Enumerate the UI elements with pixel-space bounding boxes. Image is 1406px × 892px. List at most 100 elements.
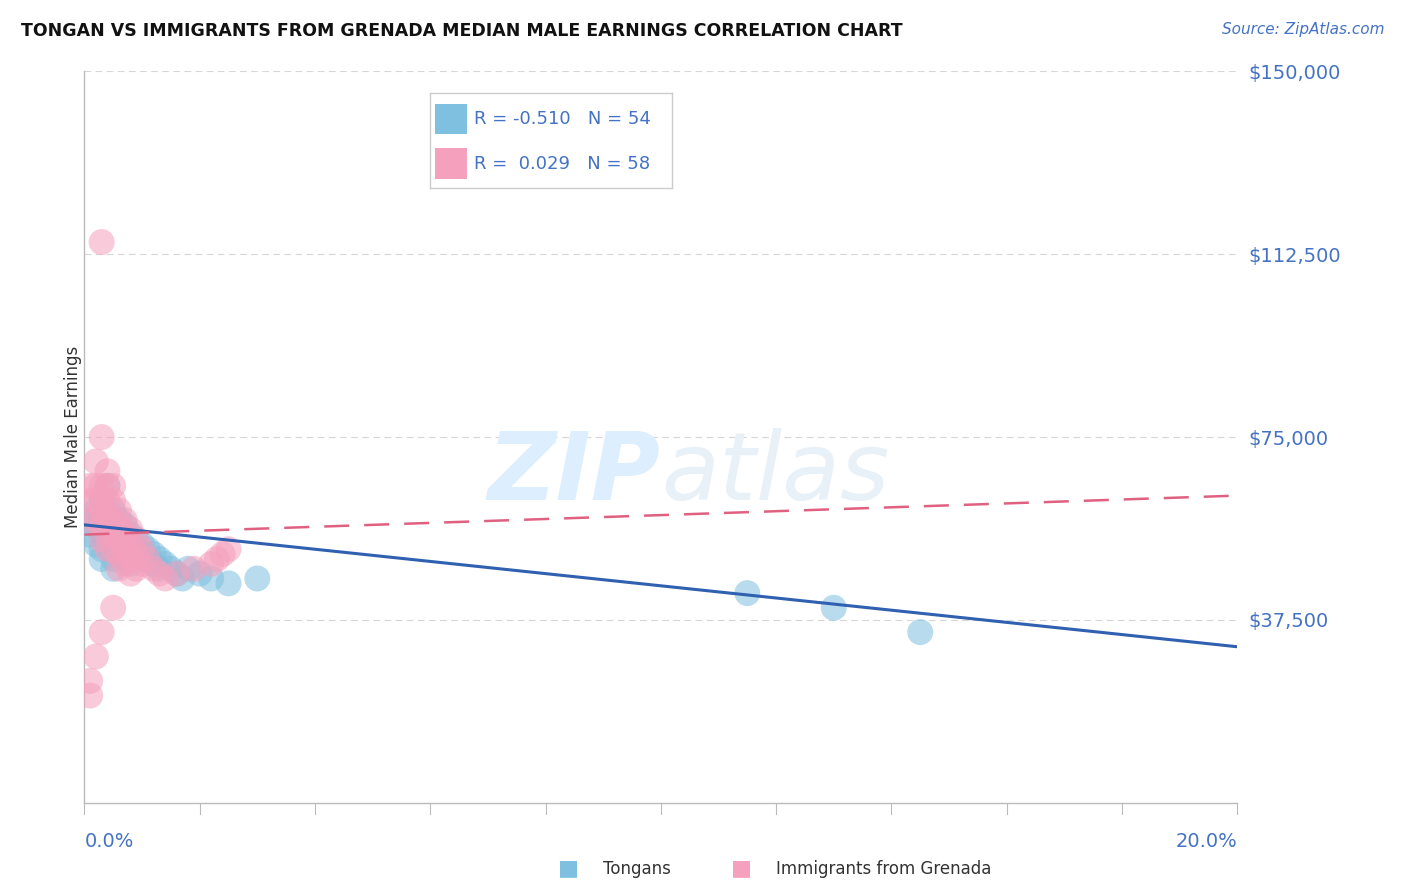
Point: [84, 517, 107, 532]
Point: [823, 600, 845, 615]
Point: [103, 513, 124, 527]
Point: [125, 533, 148, 547]
Point: [90, 517, 112, 532]
Point: [84, 454, 107, 468]
Point: [103, 493, 124, 508]
Point: [120, 547, 142, 561]
Point: [103, 537, 124, 551]
Point: [120, 523, 142, 537]
Point: [90, 552, 112, 566]
Point: [120, 537, 142, 551]
Point: [142, 547, 165, 561]
Point: [120, 552, 142, 566]
Point: [84, 649, 107, 664]
Point: [96, 513, 118, 527]
Point: [84, 537, 107, 551]
Point: [108, 517, 131, 532]
Point: [136, 552, 159, 566]
Point: [96, 527, 118, 541]
Point: [120, 527, 142, 541]
Point: [200, 572, 222, 586]
Point: [114, 557, 136, 571]
Point: [96, 464, 118, 478]
Point: [108, 547, 131, 561]
Point: [90, 503, 112, 517]
Point: [79, 493, 101, 508]
Point: [84, 493, 107, 508]
Text: TONGAN VS IMMIGRANTS FROM GRENADA MEDIAN MALE EARNINGS CORRELATION CHART: TONGAN VS IMMIGRANTS FROM GRENADA MEDIAN…: [21, 22, 903, 40]
Point: [96, 479, 118, 493]
Point: [114, 513, 136, 527]
Point: [90, 493, 112, 508]
Point: [114, 552, 136, 566]
Point: [148, 552, 170, 566]
Point: [136, 542, 159, 557]
Point: [153, 572, 176, 586]
Point: [136, 552, 159, 566]
Point: [910, 625, 932, 640]
Point: [79, 689, 101, 703]
Point: [90, 527, 112, 541]
Point: [246, 572, 269, 586]
Point: [114, 527, 136, 541]
Point: [114, 527, 136, 541]
Point: [131, 547, 153, 561]
Point: [120, 537, 142, 551]
Point: [103, 479, 124, 493]
Point: [84, 513, 107, 527]
Text: ■: ■: [558, 859, 579, 879]
Point: [211, 547, 233, 561]
Point: [96, 517, 118, 532]
Point: [218, 542, 240, 557]
Point: [177, 562, 200, 576]
Point: [103, 503, 124, 517]
Point: [96, 542, 118, 557]
Point: [90, 235, 112, 249]
Point: [125, 542, 148, 557]
Point: [737, 586, 759, 600]
Point: [114, 517, 136, 532]
Point: [205, 552, 228, 566]
Point: [166, 566, 188, 581]
Point: [148, 566, 170, 581]
Point: [90, 493, 112, 508]
Point: [90, 430, 112, 444]
Text: Tongans: Tongans: [603, 860, 671, 878]
Point: [103, 600, 124, 615]
Point: [90, 625, 112, 640]
Point: [218, 576, 240, 591]
Point: [103, 552, 124, 566]
Point: [90, 542, 112, 557]
Point: [188, 566, 211, 581]
Point: [142, 557, 165, 571]
Point: [131, 542, 153, 557]
Point: [84, 503, 107, 517]
Point: [183, 562, 205, 576]
Point: [103, 542, 124, 557]
Point: [148, 562, 170, 576]
Point: [172, 572, 194, 586]
Point: [108, 503, 131, 517]
Point: [79, 479, 101, 493]
Text: 0.0%: 0.0%: [84, 832, 134, 851]
Point: [108, 547, 131, 561]
Point: [108, 523, 131, 537]
Point: [131, 537, 153, 551]
Text: atlas: atlas: [661, 428, 889, 519]
Point: [96, 503, 118, 517]
Point: [108, 533, 131, 547]
Point: [96, 493, 118, 508]
Point: [103, 523, 124, 537]
Point: [125, 533, 148, 547]
Point: [90, 479, 112, 493]
Point: [166, 566, 188, 581]
Text: ■: ■: [731, 859, 752, 879]
Point: [114, 537, 136, 551]
Point: [153, 557, 176, 571]
Point: [79, 513, 101, 527]
Point: [90, 533, 112, 547]
Point: [120, 566, 142, 581]
Point: [125, 562, 148, 576]
Point: [108, 513, 131, 527]
Point: [79, 673, 101, 688]
